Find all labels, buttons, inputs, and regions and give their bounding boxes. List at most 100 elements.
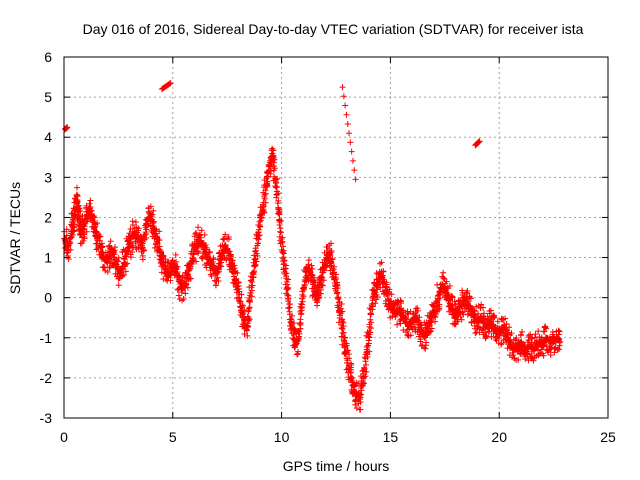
x-tick-labels: 0 5 10 15 20 25 [60, 429, 616, 445]
data-point [235, 282, 242, 289]
y-tick-label: -2 [40, 370, 53, 386]
data-point [530, 357, 537, 364]
data-point [244, 332, 251, 339]
data-point [63, 250, 70, 257]
data-point [64, 124, 71, 131]
data-point [255, 226, 262, 233]
data-point [94, 220, 101, 227]
data-point [427, 328, 434, 335]
data-point [458, 316, 465, 323]
data-point [273, 183, 280, 190]
data-point [129, 248, 136, 255]
data-point [269, 147, 276, 154]
data-point [319, 282, 326, 289]
data-point [252, 261, 259, 268]
data-point [311, 277, 318, 284]
data-point [377, 260, 384, 267]
data-point [506, 324, 513, 331]
data-point [475, 323, 482, 330]
data-point [315, 289, 322, 296]
data-point [256, 232, 263, 239]
data-point [285, 285, 292, 292]
data-point [122, 261, 129, 268]
data-point [471, 312, 478, 319]
data-point [198, 227, 205, 234]
data-point [80, 238, 87, 245]
data-point [234, 269, 241, 276]
data-point [502, 315, 509, 322]
x-axis-label: GPS time / hours [283, 458, 390, 474]
data-point [199, 255, 206, 262]
data-point [473, 303, 480, 310]
data-point [348, 148, 355, 155]
data-points [61, 80, 564, 413]
y-tick-label: 0 [44, 290, 52, 306]
data-point [366, 329, 373, 336]
data-point [463, 289, 470, 296]
data-point [335, 295, 342, 302]
data-point [176, 274, 183, 281]
data-point [309, 272, 316, 279]
data-point [166, 80, 173, 87]
data-point [386, 286, 393, 293]
data-point [498, 340, 505, 347]
data-point [285, 276, 292, 283]
data-point [538, 346, 545, 353]
data-point [285, 295, 292, 302]
data-point [532, 331, 539, 338]
data-point [239, 302, 246, 309]
data-point [343, 340, 350, 347]
x-tick-label: 0 [60, 429, 68, 445]
data-point [227, 252, 234, 259]
data-point [160, 253, 167, 260]
y-axis-label: SDTVAR / TECUs [7, 182, 23, 294]
data-point [175, 292, 182, 299]
data-point [65, 256, 72, 263]
data-point [542, 324, 549, 331]
data-point [273, 184, 280, 191]
data-point [449, 293, 456, 300]
data-point [240, 310, 247, 317]
data-point [488, 333, 495, 340]
data-point [92, 228, 99, 235]
data-point [351, 167, 358, 174]
x-tick-label: 10 [274, 429, 290, 445]
data-point [338, 300, 345, 307]
data-point [233, 275, 240, 282]
data-point [87, 204, 94, 211]
data-point [222, 231, 229, 238]
data-point [264, 178, 271, 185]
data-point [397, 297, 404, 304]
data-point [342, 102, 349, 109]
data-point [246, 304, 253, 311]
data-point [180, 295, 187, 302]
data-point [346, 130, 353, 137]
data-point [249, 278, 256, 285]
y-tick-label: -3 [40, 410, 53, 426]
data-point [236, 295, 243, 302]
data-point [115, 258, 122, 265]
y-tick-label: 6 [44, 49, 52, 65]
data-point [107, 238, 114, 245]
data-point [443, 278, 450, 285]
data-point [90, 212, 97, 219]
data-point [198, 254, 205, 261]
data-point [556, 339, 563, 346]
data-point [83, 202, 90, 209]
data-point [399, 309, 406, 316]
data-point [167, 277, 174, 284]
data-point [339, 318, 346, 325]
data-point [147, 203, 154, 210]
data-point [339, 308, 346, 315]
data-point [86, 200, 93, 207]
data-point [91, 214, 98, 221]
data-point [246, 298, 253, 305]
data-point [315, 295, 322, 302]
data-point [475, 311, 482, 318]
data-point [184, 284, 191, 291]
data-point [124, 260, 131, 267]
data-point [165, 258, 172, 265]
data-point [277, 228, 284, 235]
data-point [232, 277, 239, 284]
